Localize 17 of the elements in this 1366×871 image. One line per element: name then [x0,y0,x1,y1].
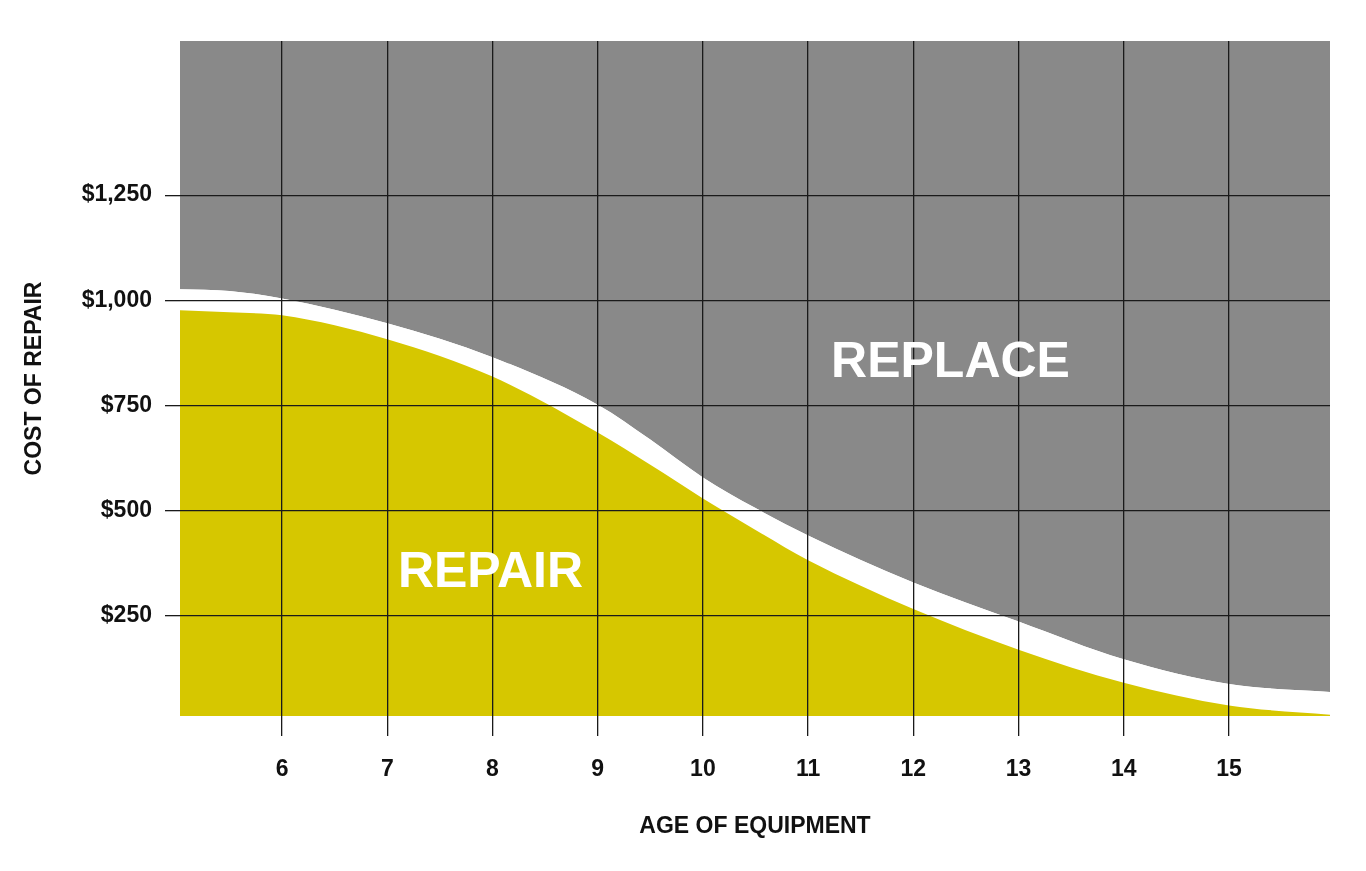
x-tick-label: 14 [1110,755,1137,782]
x-tick-label: 15 [1216,755,1242,782]
x-tick-label: 8 [486,755,500,782]
y-tick-label: $250 [100,600,152,627]
x-tick-label: 11 [795,755,821,782]
x-tick-label: 6 [275,755,289,782]
x-tick-label: 12 [900,755,927,782]
y-axis-title: COST OF REPAIR [20,281,47,476]
y-tick-label: $500 [100,495,152,522]
x-tick-label: 10 [690,755,716,782]
x-tick-label: 13 [1005,755,1032,782]
y-tick-label: $1,250 [81,180,152,207]
x-tick-label: 9 [591,755,605,782]
y-tick-label: $750 [100,390,152,417]
y-tick-label: $1,000 [81,285,152,312]
x-axis-title: AGE OF EQUIPMENT [639,811,871,838]
x-tick-label: 7 [380,755,394,782]
